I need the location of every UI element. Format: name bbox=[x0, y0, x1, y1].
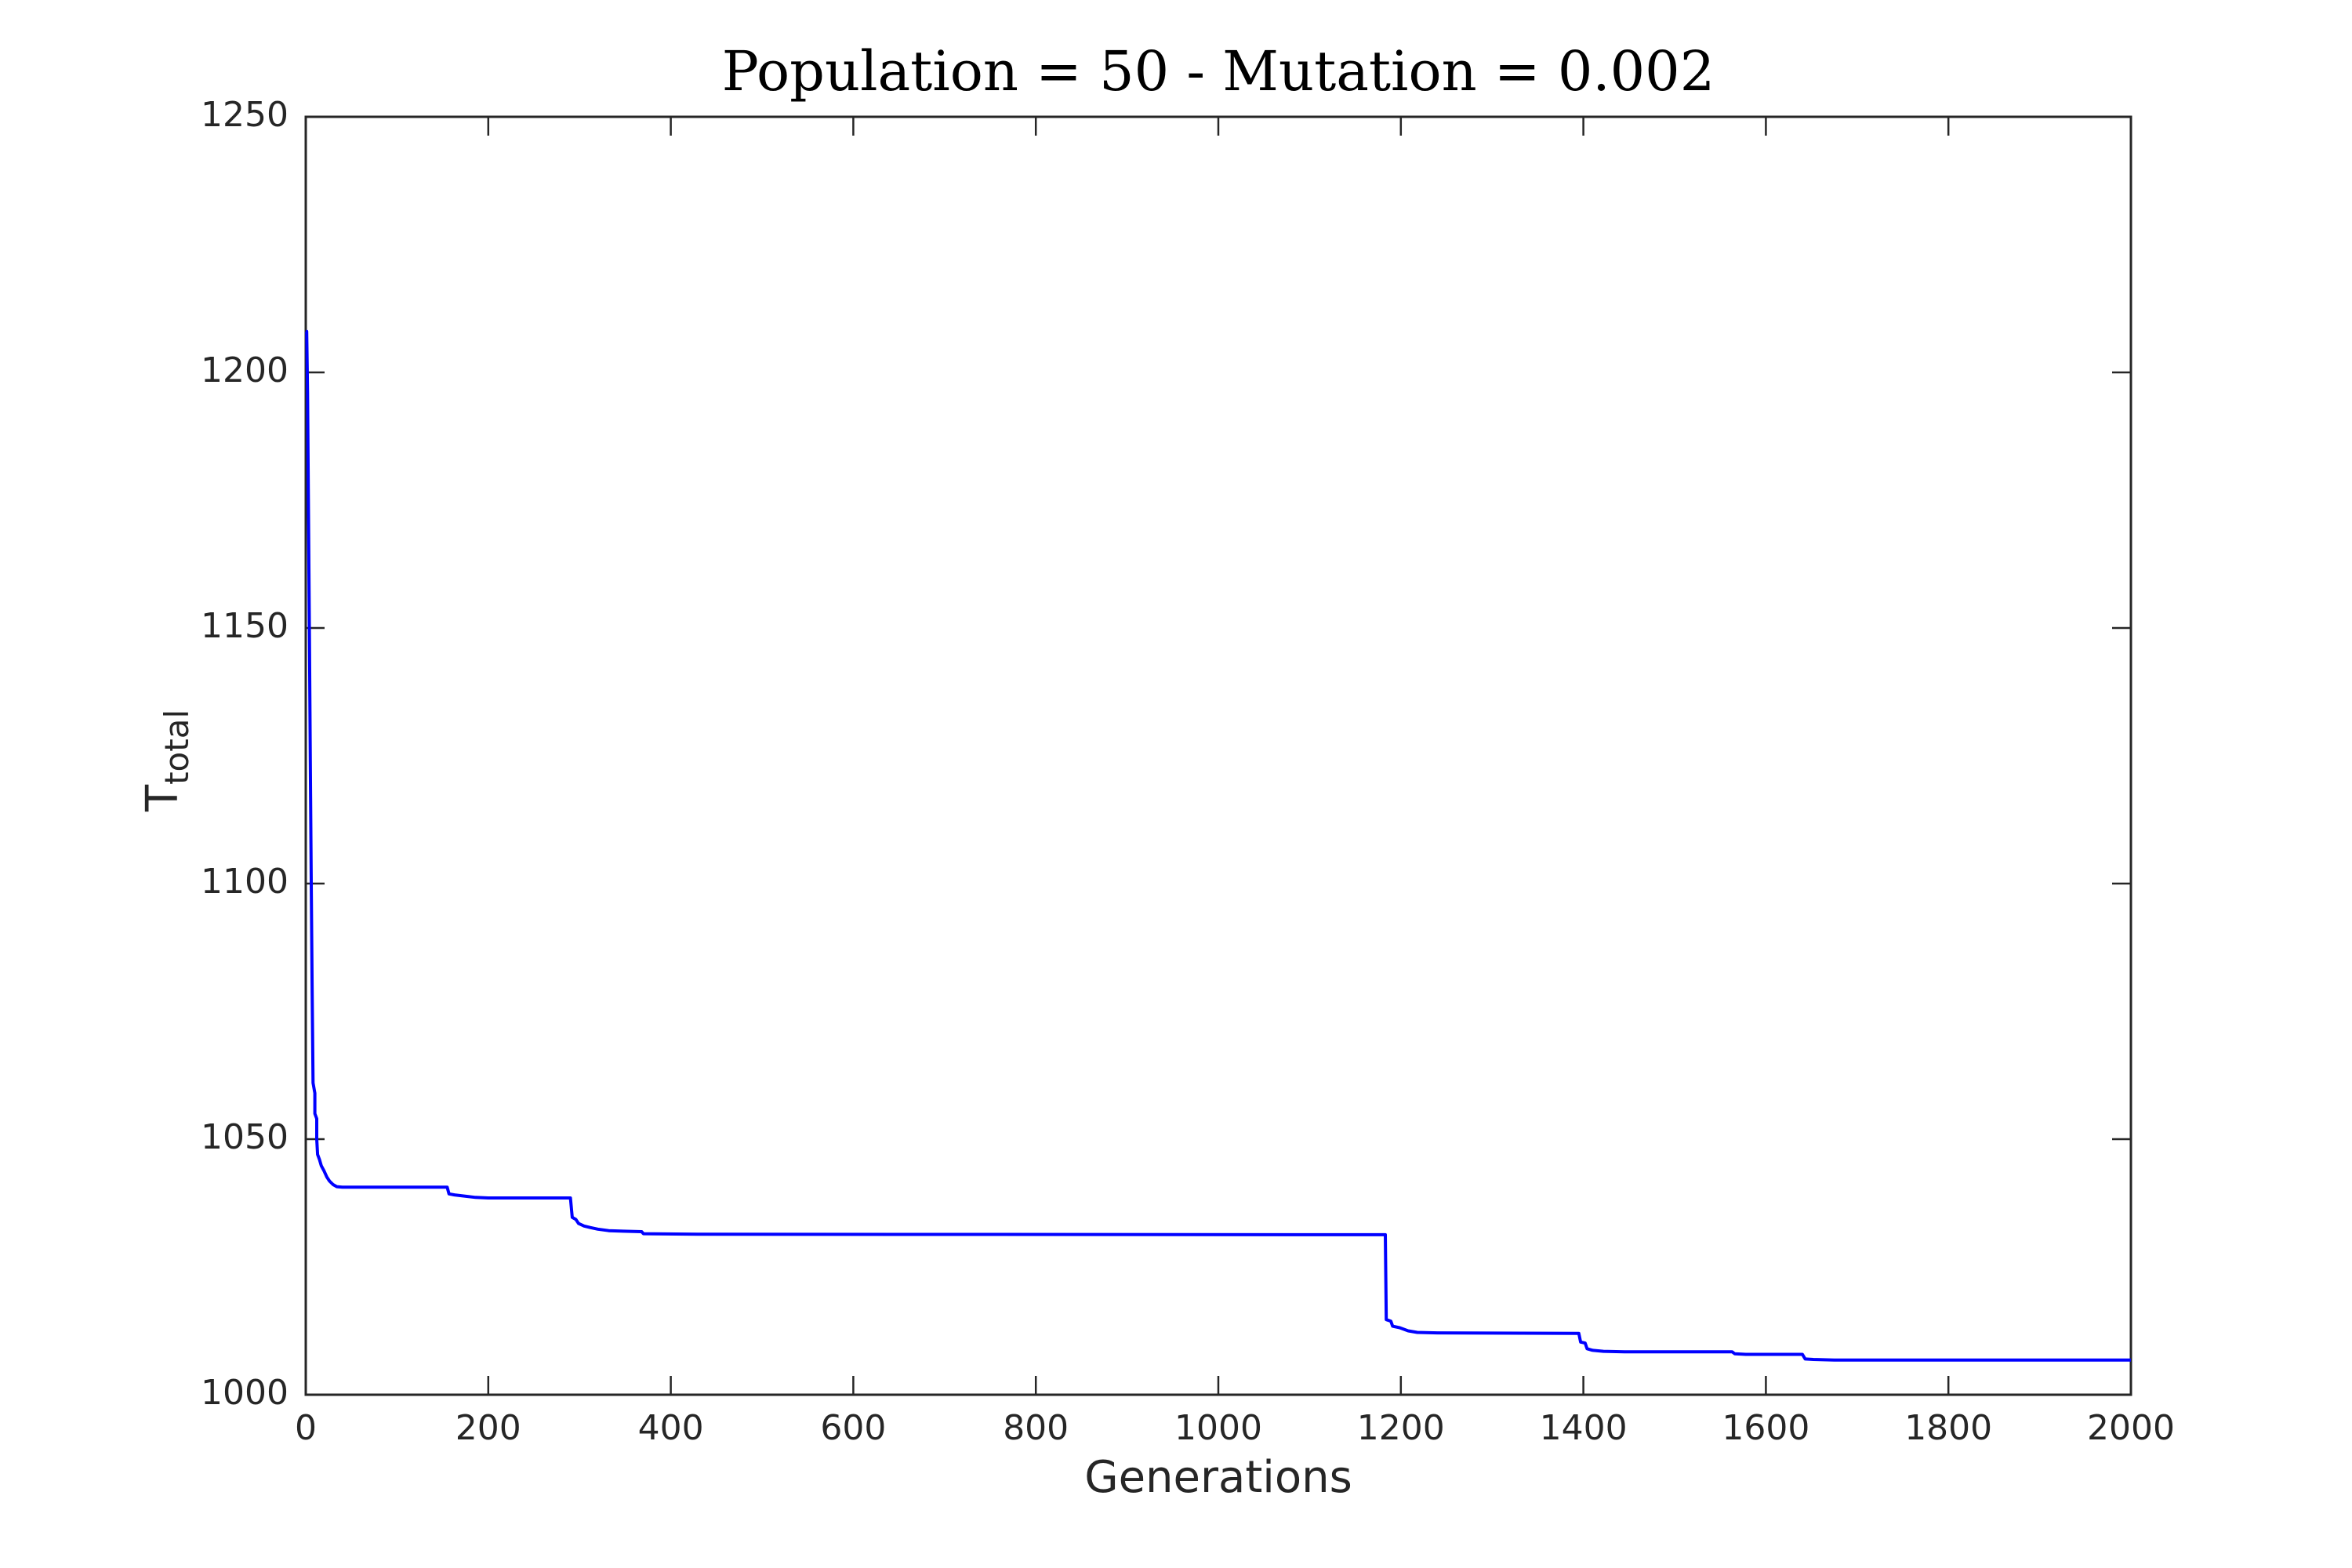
x-tick-label: 1800 bbox=[1904, 1408, 1993, 1448]
x-tick-label: 2000 bbox=[2087, 1408, 2175, 1448]
x-tick-label: 0 bbox=[295, 1408, 317, 1448]
x-tick-label: 800 bbox=[1003, 1408, 1069, 1448]
y-tick-label: 1000 bbox=[201, 1373, 289, 1413]
axes-box bbox=[304, 115, 2132, 1396]
x-tick-label: 1400 bbox=[1539, 1408, 1628, 1448]
series-line bbox=[305, 329, 2131, 1362]
x-tick-label: 200 bbox=[455, 1408, 521, 1448]
y-tick-label: 1100 bbox=[201, 862, 289, 902]
x-tick-label: 600 bbox=[820, 1408, 887, 1448]
chart-title: Population = 50 - Mutation = 0.002 bbox=[721, 39, 1715, 103]
x-tick-label: 1200 bbox=[1356, 1408, 1445, 1448]
y-tick-label: 1050 bbox=[201, 1117, 289, 1157]
x-tick-label: 400 bbox=[637, 1408, 704, 1448]
y-tick-label: 1150 bbox=[201, 606, 289, 646]
y-tick-label: 1250 bbox=[201, 95, 289, 135]
x-tick-label: 1000 bbox=[1174, 1408, 1262, 1448]
x-tick-label: 1600 bbox=[1722, 1408, 1810, 1448]
y-tick-label: 1200 bbox=[201, 350, 289, 390]
x-axis-label: Generations bbox=[1084, 1452, 1352, 1503]
